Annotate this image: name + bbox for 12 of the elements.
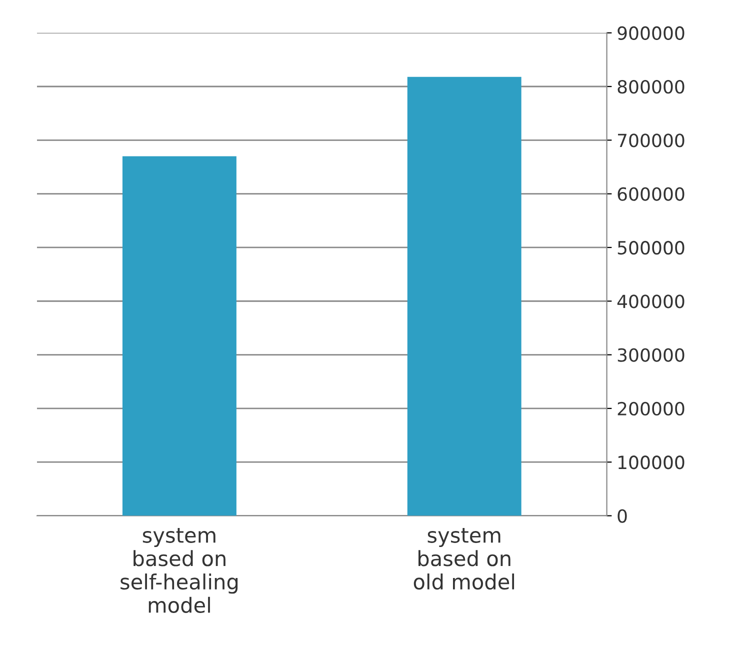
y-tick-label: 800000 (618, 80, 684, 94)
y-tick-label: 100000 (618, 456, 684, 470)
y-tick-label: 400000 (617, 294, 684, 308)
x-tick-label: system based on self-healing model (120, 528, 238, 613)
y-tick-label: 200000 (618, 402, 684, 416)
x-tick-label: system based on old model (414, 528, 514, 590)
y-tick-label: 600000 (618, 187, 684, 201)
y-tick-label: 900000 (618, 26, 684, 40)
y-tick-label: 300000 (618, 348, 684, 362)
y-tick-label: 0 (618, 509, 627, 523)
y-tick-label: 500000 (618, 240, 684, 255)
y-tick-label: 700000 (618, 134, 684, 148)
